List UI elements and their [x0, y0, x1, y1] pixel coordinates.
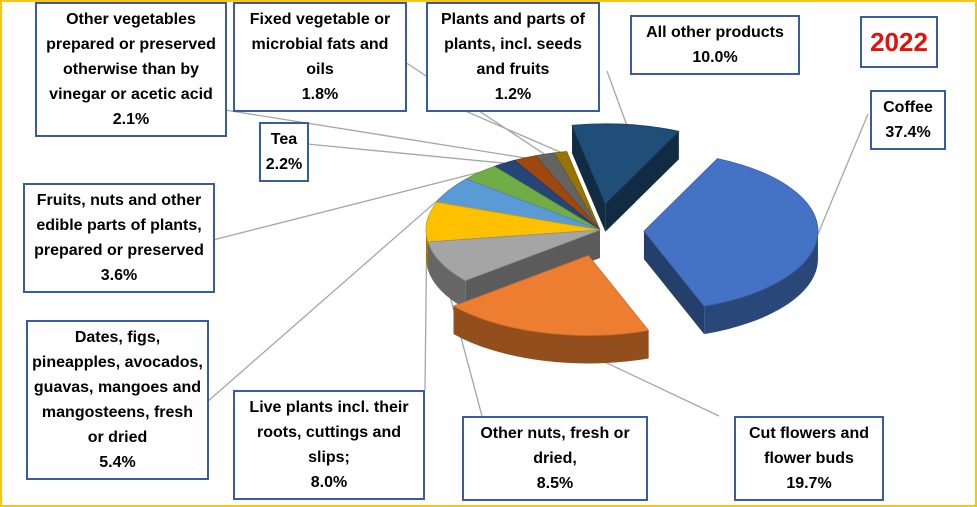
- leader-line: [306, 143, 505, 164]
- data-label-cut-flowers: Cut flowers and flower buds 19.7%: [734, 416, 884, 501]
- data-label-coffee: Coffee 37.4%: [870, 90, 946, 150]
- data-label-tea: Tea 2.2%: [259, 122, 309, 182]
- leader-line: [206, 189, 450, 403]
- label-value: 1.8%: [301, 86, 339, 103]
- slice-rim: [426, 230, 428, 270]
- data-label-other-vegetables: Other vegetables prepared or preserved o…: [35, 2, 227, 137]
- label-value: 37.4%: [885, 124, 931, 141]
- label-name: Other nuts, fresh or dried,: [480, 425, 630, 467]
- leader-line: [817, 113, 869, 235]
- label-value: 2.2%: [265, 156, 303, 173]
- leader-line: [224, 109, 525, 159]
- label-name: All other products: [646, 24, 784, 41]
- label-name: Cut flowers and flower buds: [748, 425, 869, 467]
- data-label-all-other-products: All other products 10.0%: [630, 15, 800, 75]
- data-label-fixed-vegetable-fats: Fixed vegetable or microbial fats and oi…: [233, 2, 407, 112]
- data-label-plants-and-parts: Plants and parts of plants, incl. seeds …: [426, 2, 600, 112]
- label-value: 5.4%: [99, 454, 136, 471]
- pie-slice: [643, 158, 819, 307]
- label-value: 19.7%: [786, 475, 832, 492]
- label-value: 8.5%: [536, 475, 574, 492]
- leader-line: [606, 70, 628, 125]
- data-label-live-plants: Live plants incl. their roots, cuttings …: [233, 390, 425, 500]
- slice-side-face: [572, 125, 606, 232]
- slice-tops: [425, 123, 819, 336]
- data-label-other-nuts: Other nuts, fresh or dried, 8.5%: [462, 416, 648, 501]
- label-name: Fixed vegetable or microbial fats and oi…: [249, 11, 391, 78]
- label-name: Live plants incl. their roots, cuttings …: [249, 399, 409, 466]
- slice-side-face: [643, 231, 705, 335]
- pie-slice: [427, 229, 601, 282]
- label-name: Tea: [270, 131, 298, 148]
- data-label-fruits-nuts: Fruits, nuts and other edible parts of p…: [23, 183, 215, 293]
- slice-rim: [453, 306, 649, 364]
- pie-slice: [571, 123, 680, 205]
- pie-slice: [452, 254, 650, 336]
- label-name: Other vegetables prepared or preserved o…: [46, 11, 216, 103]
- year-badge: 2022: [860, 16, 938, 68]
- label-value: 3.6%: [100, 267, 138, 284]
- label-value: 2.1%: [112, 111, 150, 128]
- slice-side-face: [605, 131, 679, 232]
- label-name: Plants and parts of plants, incl. seeds …: [440, 11, 586, 78]
- label-name: Dates, figs, pineapples, avocados, guava…: [32, 329, 203, 446]
- label-name: Fruits, nuts and other edible parts of p…: [34, 192, 204, 259]
- label-value: 1.2%: [494, 86, 532, 103]
- slice-rim: [704, 231, 818, 335]
- label-value: 10.0%: [692, 49, 738, 66]
- leader-line: [212, 171, 480, 241]
- data-label-dates-figs: Dates, figs, pineapples, avocados, guava…: [26, 320, 209, 480]
- label-value: 8.0%: [310, 474, 348, 491]
- label-name: Coffee: [883, 99, 933, 116]
